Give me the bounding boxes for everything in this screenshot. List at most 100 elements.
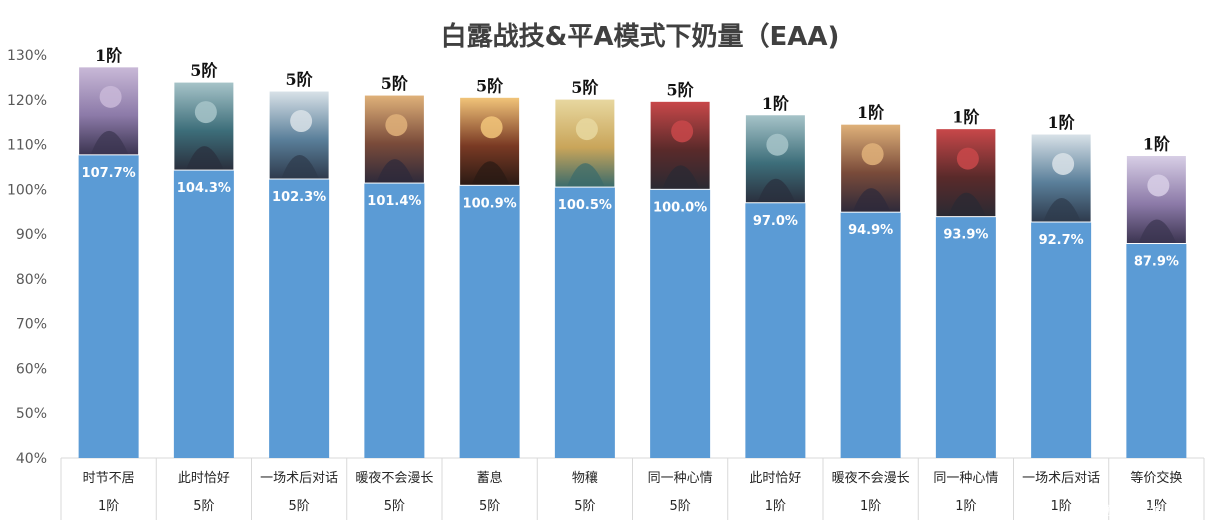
watermark: 米游社@爱吃胡椒兔	[1092, 503, 1200, 518]
bar-group: 94.9% 1阶	[840, 103, 902, 458]
bar-value-label: 100.5%	[558, 198, 612, 213]
bar-group: 87.9% 1阶	[1125, 135, 1187, 458]
y-tick-label: 90%	[16, 227, 47, 243]
light-cone-art-icon	[744, 114, 806, 204]
x-tick-label: 同一种心情	[648, 471, 713, 486]
y-tick-label: 70%	[16, 317, 47, 333]
x-tick-rank-label: 5阶	[288, 499, 309, 514]
light-cone-art-icon	[78, 66, 140, 156]
x-axis: 时节不居 1阶 此时恰好 5阶 一场术后对话 5阶 暖夜不会漫长 5阶 蓄息 5阶 物穰 5阶 同一种心…	[60, 457, 1205, 520]
bar	[935, 216, 996, 458]
x-tick-label: 蓄息	[477, 470, 503, 486]
rank-label: 5阶	[286, 70, 314, 89]
y-tick-label: 40%	[16, 451, 47, 467]
rank-label: 1阶	[857, 103, 885, 122]
y-tick-label: 80%	[16, 272, 47, 288]
bar	[78, 154, 139, 459]
rank-label: 5阶	[190, 61, 218, 80]
x-tick-label: 等价交换	[1130, 470, 1182, 486]
light-cone-art-icon	[1030, 133, 1092, 223]
y-tick-label: 100%	[7, 182, 47, 198]
x-tick-rank-label: 1阶	[765, 499, 786, 514]
light-cone-art-icon	[268, 90, 330, 180]
bar-value-label: 104.3%	[177, 181, 231, 196]
bar	[840, 212, 901, 458]
light-cone-art-icon	[840, 123, 902, 213]
light-cone-art-icon	[363, 94, 425, 184]
y-tick-label: 130%	[7, 48, 47, 64]
bar	[745, 202, 806, 458]
light-cone-art-icon	[1125, 155, 1187, 245]
bar	[364, 183, 425, 458]
x-tick-label: 此时恰好	[178, 471, 230, 486]
bar	[269, 179, 330, 459]
x-tick-label: 同一种心情	[933, 471, 998, 486]
bar	[554, 187, 615, 458]
x-tick-rank-label: 5阶	[574, 499, 595, 514]
x-tick-rank-label: 1阶	[98, 499, 119, 514]
x-tick-label: 物穰	[572, 470, 598, 486]
y-tick-label: 50%	[16, 406, 47, 422]
bar-group: 92.7% 1阶	[1030, 113, 1092, 458]
x-tick-label: 时节不居	[83, 471, 135, 486]
bar	[173, 170, 234, 458]
rank-label: 5阶	[571, 78, 599, 97]
bar-value-label: 100.0%	[653, 200, 707, 215]
bar	[459, 185, 520, 458]
x-tick-rank-label: 5阶	[193, 499, 214, 514]
light-cone-art-icon	[935, 128, 997, 218]
y-tick-label: 110%	[7, 138, 47, 154]
x-tick-label: 一场术后对话	[1022, 471, 1100, 486]
rank-label: 5阶	[476, 76, 504, 95]
x-tick-label: 一场术后对话	[260, 471, 338, 486]
bar-value-label: 101.4%	[367, 194, 421, 209]
light-cone-art-icon	[173, 81, 235, 171]
bar-group: 100.9% 5阶	[459, 76, 521, 458]
rank-label: 1阶	[762, 94, 790, 113]
bar	[1126, 243, 1187, 458]
light-cone-art-icon	[649, 100, 711, 190]
bar-value-label: 87.9%	[1134, 255, 1179, 270]
bars: 107.7% 1阶 104.3% 5阶 102.3% 5阶 101.4% 5阶 100.9% 5阶…	[78, 46, 1187, 459]
bar-group: 100.5% 5阶	[554, 78, 616, 458]
bar	[650, 189, 711, 459]
chart-title: 白露战技&平A模式下奶量（EAA)	[441, 21, 840, 52]
y-tick-label: 60%	[16, 361, 47, 377]
bar-group: 97.0% 1阶	[744, 94, 806, 458]
bar-value-label: 102.3%	[272, 190, 326, 205]
x-tick-rank-label: 1阶	[955, 499, 976, 514]
bar-value-label: 100.9%	[463, 196, 517, 211]
bar-group: 100.0% 5阶	[649, 80, 711, 459]
bar-value-label: 97.0%	[753, 214, 798, 229]
x-tick-label: 暖夜不会漫长	[355, 471, 433, 486]
y-axis: 40% 50% 60% 70% 80% 90% 100% 110% 120% 130%	[7, 48, 47, 467]
rank-label: 5阶	[381, 74, 409, 93]
x-tick-rank-label: 1阶	[860, 499, 881, 514]
bar-group: 93.9% 1阶	[935, 108, 997, 458]
bar-value-label: 92.7%	[1039, 233, 1084, 248]
bar-group: 107.7% 1阶	[78, 46, 140, 459]
x-tick-label: 暖夜不会漫长	[832, 471, 910, 486]
x-tick-rank-label: 1阶	[1146, 499, 1167, 514]
rank-label: 1阶	[95, 46, 123, 65]
rank-label: 1阶	[952, 108, 980, 127]
rank-label: 5阶	[667, 80, 695, 99]
bar-group: 101.4% 5阶	[363, 74, 425, 458]
bar-group: 104.3% 5阶	[173, 61, 235, 458]
bar-group: 102.3% 5阶	[268, 70, 330, 459]
bar-value-label: 94.9%	[848, 223, 893, 238]
bar-value-label: 107.7%	[82, 166, 136, 181]
light-cone-art-icon	[459, 96, 521, 186]
y-tick-label: 120%	[7, 93, 47, 109]
bar	[1031, 222, 1092, 458]
x-tick-rank-label: 5阶	[479, 499, 500, 514]
light-cone-art-icon	[554, 98, 616, 188]
rank-label: 1阶	[1048, 113, 1076, 132]
x-tick-rank-label: 1阶	[1050, 499, 1071, 514]
rank-label: 1阶	[1143, 135, 1171, 154]
x-tick-label: 此时恰好	[749, 471, 801, 486]
x-tick-rank-label: 5阶	[384, 499, 405, 514]
bar-value-label: 93.9%	[943, 228, 988, 243]
x-tick-rank-label: 5阶	[669, 499, 690, 514]
